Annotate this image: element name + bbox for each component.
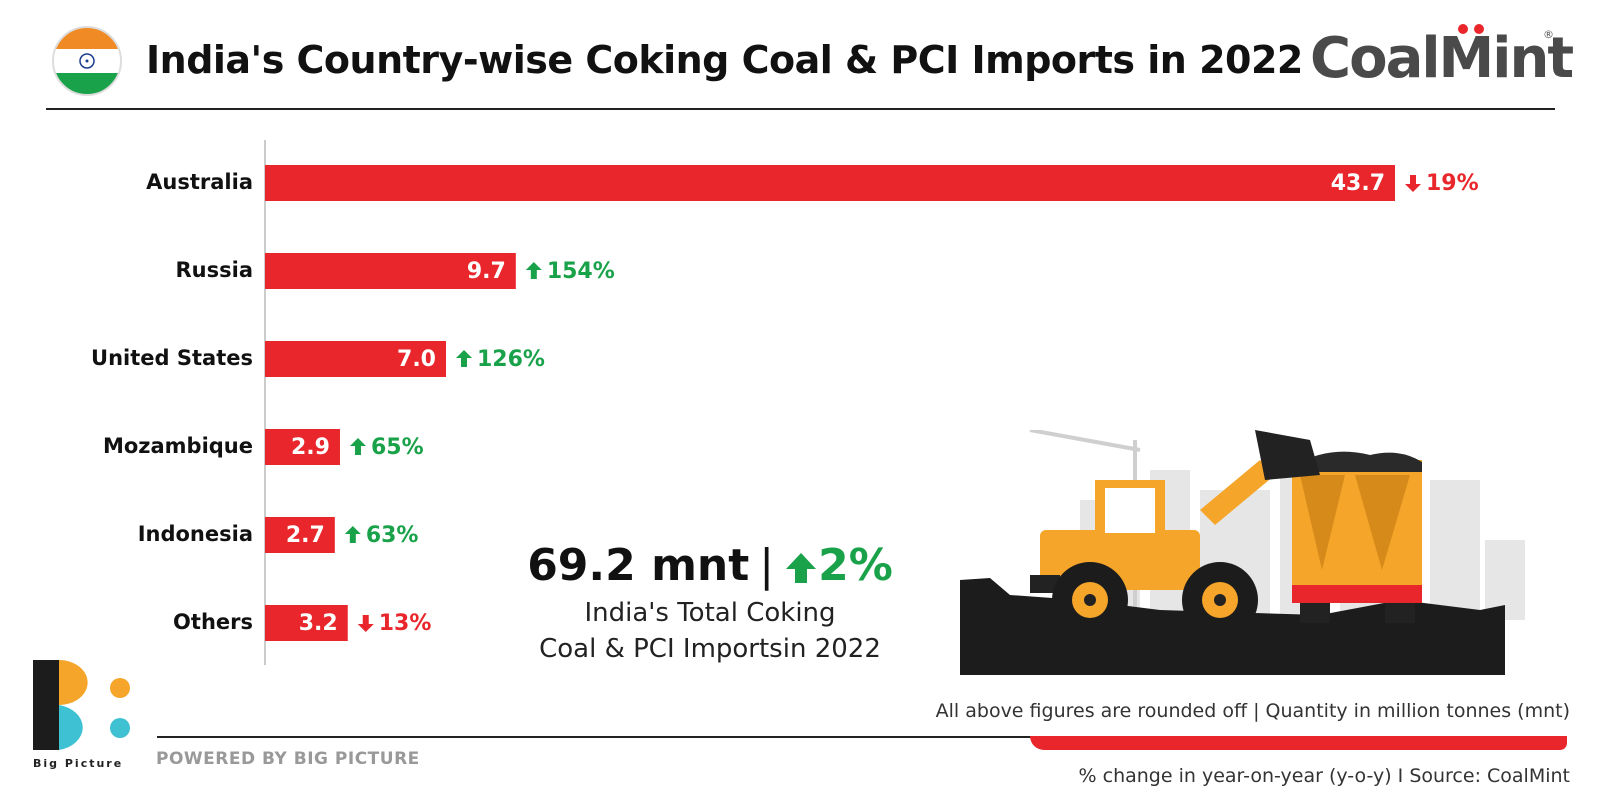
total-caption-line2: Coal & PCI Importsin 2022 xyxy=(539,634,881,664)
change-label: 19% xyxy=(1426,171,1479,196)
bar-value-label: 7.0 xyxy=(397,347,436,372)
total-line: 69.2 mnt | 2% xyxy=(490,540,930,591)
india-flag-icon xyxy=(52,26,122,96)
big-picture-logo-label: Big Picture xyxy=(33,757,124,770)
category-label: Russia xyxy=(176,258,254,282)
bar xyxy=(265,341,447,377)
total-value: 69.2 mnt xyxy=(527,540,750,591)
page-title: India's Country-wise Coking Coal & PCI I… xyxy=(146,38,1303,82)
change-label: 126% xyxy=(477,347,545,372)
up-arrow-icon xyxy=(786,553,817,583)
category-label: Australia xyxy=(146,170,253,194)
change-label: 154% xyxy=(547,259,615,284)
bar-value-label: 2.9 xyxy=(291,435,330,460)
footer-divider xyxy=(157,736,1567,738)
brand-dots-icon xyxy=(1458,24,1484,34)
category-label: United States xyxy=(91,346,253,370)
brand-name: CoalMint xyxy=(1310,26,1574,91)
total-separator: | xyxy=(759,540,775,591)
big-picture-logo xyxy=(33,660,130,750)
up-arrow-icon xyxy=(349,438,366,455)
rounding-note: All above figures are rounded off | Quan… xyxy=(935,700,1570,722)
down-arrow-icon xyxy=(1405,175,1421,192)
bar xyxy=(265,605,348,641)
up-arrow-icon xyxy=(344,526,361,543)
bar-value-label: 9.7 xyxy=(467,259,506,284)
down-arrow-icon xyxy=(357,615,374,632)
change-label: 13% xyxy=(379,611,432,636)
bar-chart: Australia 43.7 19% Russia 9.7 154% United Stat… xyxy=(91,140,1479,665)
bar-value-label: 43.7 xyxy=(1331,171,1385,196)
bar xyxy=(265,517,335,553)
change-label: 63% xyxy=(366,523,419,548)
powered-by-text: POWERED BY BIG PICTURE xyxy=(156,749,420,769)
change-label: 65% xyxy=(371,435,424,460)
mining-loader-illustration xyxy=(960,430,1525,675)
up-arrow-icon xyxy=(525,262,542,279)
brand-registered-mark: ® xyxy=(1543,28,1554,41)
source-note: % change in year-on-year (y-o-y) I Sourc… xyxy=(1078,765,1570,787)
bar xyxy=(265,253,516,289)
bar-value-label: 3.2 xyxy=(299,611,338,636)
bar xyxy=(265,429,340,465)
footer-accent-bar xyxy=(1030,736,1567,750)
total-summary: 69.2 mnt | 2% India's Total Coking Coal & … xyxy=(490,540,930,667)
header-divider xyxy=(46,108,1555,110)
category-label: Indonesia xyxy=(138,522,253,546)
category-label: Others xyxy=(173,610,253,634)
bar-value-label: 2.7 xyxy=(286,523,325,548)
total-caption-line1: India's Total Coking xyxy=(584,598,836,628)
total-change: 2% xyxy=(818,540,893,591)
up-arrow-icon xyxy=(456,350,473,367)
bar xyxy=(265,165,1395,201)
total-caption: India's Total Coking Coal & PCI Importsi… xyxy=(490,595,930,667)
category-label: Mozambique xyxy=(103,434,253,458)
brand-logo: CoalMint xyxy=(1310,26,1574,91)
